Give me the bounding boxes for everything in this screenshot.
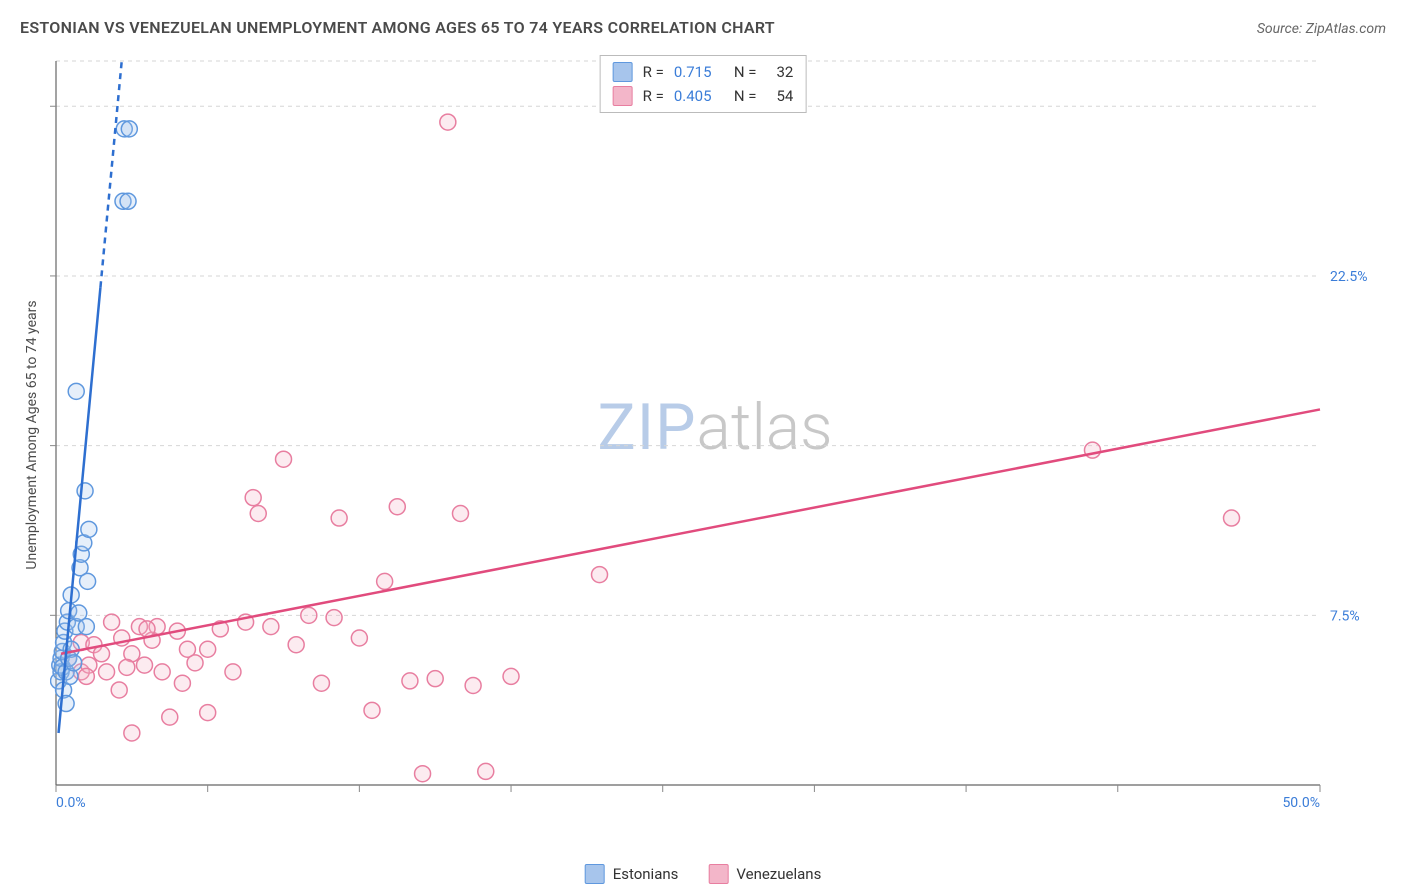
bottom-legend: Estonians Venezuelans — [585, 864, 822, 884]
legend-swatch-estonians — [613, 62, 633, 82]
stats-row-estonians: R = 0.715 N = 32 — [613, 60, 794, 84]
stats-row-venezuelans: R = 0.405 N = 54 — [613, 84, 794, 108]
y-axis-label: Unemployment Among Ages 65 to 74 years — [24, 300, 40, 569]
scatter-plot: 0.0% 50.0% 7.5% 22.5% — [50, 55, 1380, 815]
stats-r-label: R = — [643, 63, 664, 81]
legend-swatch-estonians — [585, 864, 605, 884]
stats-n-label: N = — [734, 87, 757, 105]
svg-text:7.5%: 7.5% — [1330, 608, 1360, 624]
stats-n-value: 32 — [776, 63, 793, 81]
source-attribution: Source: ZipAtlas.com — [1257, 21, 1386, 37]
legend-item-venezuelans: Venezuelans — [708, 864, 821, 884]
svg-text:22.5%: 22.5% — [1330, 269, 1368, 285]
legend-swatch-venezuelans — [613, 86, 633, 106]
chart-title: ESTONIAN VS VENEZUELAN UNEMPLOYMENT AMON… — [20, 18, 775, 37]
title-bar: ESTONIAN VS VENEZUELAN UNEMPLOYMENT AMON… — [20, 18, 1386, 37]
stats-n-label: N = — [734, 63, 757, 81]
legend-label: Estonians — [613, 865, 679, 883]
stats-r-value: 0.715 — [674, 63, 724, 81]
svg-text:0.0%: 0.0% — [56, 795, 86, 811]
plot-container: Unemployment Among Ages 65 to 74 years Z… — [50, 55, 1380, 815]
stats-r-value: 0.405 — [674, 87, 724, 105]
svg-text:50.0%: 50.0% — [1282, 795, 1320, 811]
legend-label: Venezuelans — [736, 865, 821, 883]
stats-r-label: R = — [643, 87, 664, 105]
stats-legend-box: R = 0.715 N = 32 R = 0.405 N = 54 — [600, 55, 807, 113]
legend-item-estonians: Estonians — [585, 864, 679, 884]
stats-n-value: 54 — [776, 87, 793, 105]
legend-swatch-venezuelans — [708, 864, 728, 884]
